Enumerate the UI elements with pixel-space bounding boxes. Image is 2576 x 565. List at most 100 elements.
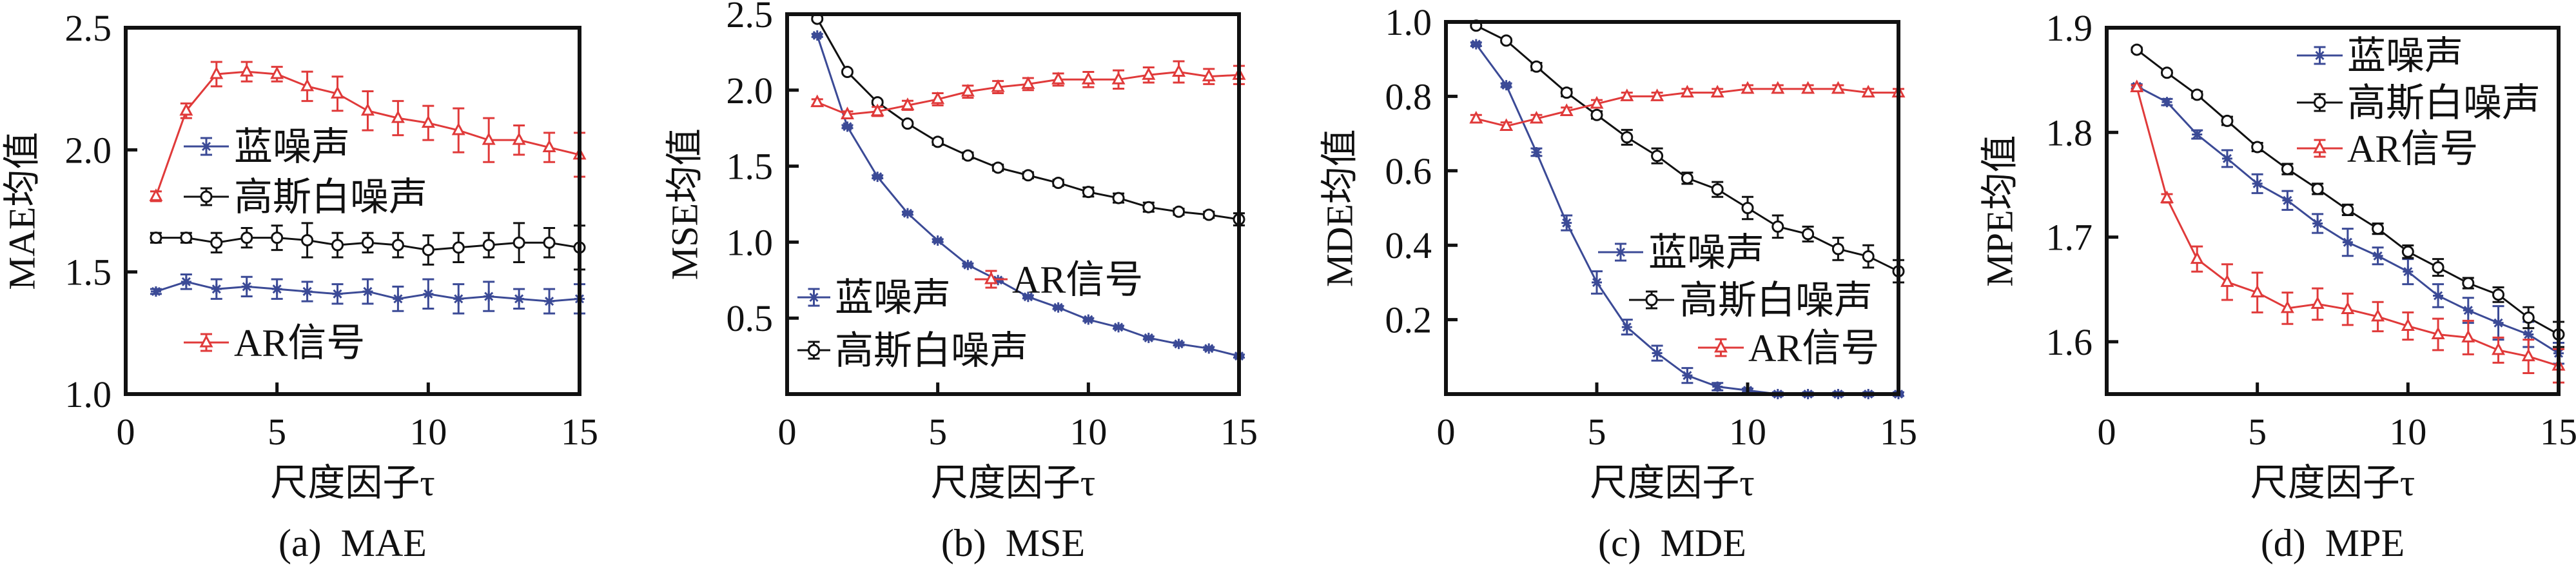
data-point — [2130, 79, 2144, 93]
series-gaussian-white-noise — [1470, 19, 1905, 284]
circle-marker — [2462, 277, 2475, 290]
triangle-marker — [1202, 68, 1216, 82]
x-tick-label: 10 — [1729, 411, 1766, 453]
data-point — [840, 106, 854, 119]
data-point — [391, 110, 405, 123]
legend-label: AR信号 — [1012, 259, 1143, 301]
triangle-marker — [1590, 95, 1604, 109]
data-point — [2221, 153, 2232, 164]
x-tick-label: 10 — [2389, 411, 2426, 453]
data-point — [991, 79, 1005, 92]
asterisk-marker — [962, 259, 973, 270]
asterisk-marker — [483, 291, 494, 302]
triangle-marker — [2313, 140, 2327, 154]
data-point — [512, 236, 525, 249]
circle-marker — [1112, 192, 1125, 204]
asterisk-marker — [2192, 129, 2203, 140]
triangle-marker — [1771, 81, 1785, 94]
legend-marker — [984, 271, 998, 284]
data-point — [2342, 237, 2353, 248]
series-gaussian-white-noise — [150, 222, 586, 271]
triangle-marker — [1499, 118, 1514, 132]
asterisk-marker — [1173, 339, 1184, 350]
triangle-marker — [1650, 88, 1664, 101]
data-point — [2463, 305, 2474, 316]
triangle-marker — [2461, 330, 2475, 342]
triangle-marker — [210, 66, 224, 79]
data-point — [1051, 72, 1066, 84]
legend-item: AR信号 — [2297, 128, 2478, 170]
triangle-marker — [2250, 284, 2265, 298]
data-point — [1590, 95, 1604, 109]
data-point — [2432, 261, 2444, 274]
x-tick-label: 0 — [117, 411, 135, 453]
x-tick-label: 10 — [409, 411, 447, 453]
x-tick-label: 0 — [2098, 411, 2116, 453]
data-point — [179, 103, 193, 116]
data-point — [1560, 86, 1573, 99]
legend-marker — [199, 334, 213, 348]
triangle-marker — [421, 115, 435, 128]
triangle-marker — [270, 66, 284, 79]
circle-marker — [2432, 261, 2444, 274]
data-point — [301, 233, 314, 246]
legend-label: 蓝噪声 — [1648, 232, 1764, 274]
data-point — [870, 103, 884, 117]
circle-marker — [1651, 150, 1664, 163]
data-point — [872, 172, 883, 183]
circle-marker — [961, 149, 974, 162]
panel-caption: (c) MDE — [1598, 522, 1746, 564]
data-point — [1143, 332, 1154, 343]
asterisk-marker — [201, 141, 211, 152]
data-point — [302, 286, 313, 297]
series-blue-noise — [150, 273, 585, 315]
triangle-marker — [199, 334, 213, 348]
y-tick-label: 1.0 — [727, 221, 774, 263]
circle-marker — [1173, 205, 1186, 218]
asterisk-marker — [2161, 97, 2172, 108]
data-point — [2493, 317, 2504, 328]
y-axis-label: MAE均值 — [1, 132, 43, 290]
data-point — [991, 161, 1004, 174]
data-point — [181, 276, 191, 287]
data-point — [482, 239, 495, 252]
triangle-marker — [2130, 79, 2144, 93]
triangle-marker — [1021, 76, 1035, 89]
legend-marker — [2314, 96, 2326, 109]
data-point — [2161, 97, 2172, 108]
triangle-marker — [1529, 110, 1543, 124]
asterisk-marker — [1652, 348, 1663, 359]
data-point — [210, 236, 223, 249]
asterisk-marker — [808, 292, 819, 302]
circle-marker — [2311, 183, 2324, 195]
data-point — [2371, 308, 2385, 322]
asterisk-marker — [2523, 329, 2534, 340]
data-point — [483, 291, 494, 302]
x-tick-label: 15 — [561, 411, 598, 453]
legend-label: 蓝噪声 — [835, 277, 951, 319]
panel-caption: (d) MPE — [2261, 522, 2405, 564]
asterisk-marker — [2314, 50, 2325, 61]
y-tick-label: 2.5 — [727, 0, 774, 35]
asterisk-marker — [423, 288, 434, 299]
circle-marker — [2131, 43, 2143, 56]
legend-item: 高斯白噪声 — [797, 330, 1028, 372]
series-ar-signal — [810, 60, 1246, 119]
triangle-marker — [360, 103, 375, 116]
circle-marker — [1022, 169, 1035, 182]
circle-marker — [482, 239, 495, 252]
circle-marker — [361, 236, 374, 249]
circle-marker — [512, 236, 525, 249]
circle-marker — [543, 236, 556, 249]
x-tick-label: 5 — [2248, 411, 2267, 453]
data-point — [1801, 81, 1815, 94]
x-tick-label: 0 — [778, 411, 797, 453]
x-tick-label: 5 — [928, 411, 947, 453]
triangle-marker — [1710, 84, 1724, 98]
data-point — [1173, 339, 1184, 350]
circle-marker — [391, 239, 404, 252]
asterisk-marker — [1053, 302, 1064, 313]
asterisk-marker — [902, 208, 913, 219]
x-axis-label: 尺度因子τ — [1590, 462, 1754, 504]
